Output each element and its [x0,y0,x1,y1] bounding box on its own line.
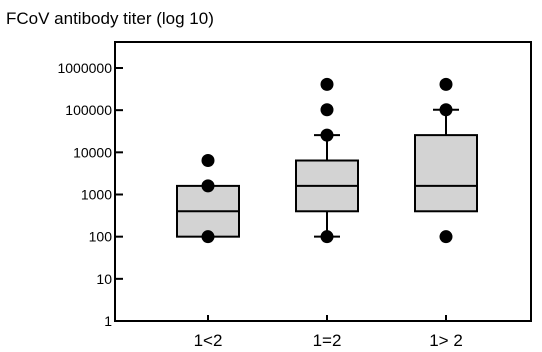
y-tick-label: 100 [89,229,113,245]
x-tick-label: 1=2 [313,331,342,350]
box-group [295,77,359,244]
box-group [414,77,478,244]
outlier-point [320,128,334,142]
y-tick-label: 1 [104,313,112,329]
iqr-box [414,134,478,213]
box-group [176,154,240,244]
y-tick-label: 100000 [65,102,112,118]
outlier-point [439,230,453,244]
y-axis-title: FCoV antibody titer (log 10) [6,9,214,28]
box-series [176,77,478,244]
y-tick-label: 1000 [81,187,112,203]
outlier-point [439,77,453,91]
outlier-point [320,77,334,91]
x-tick-label: 1> 2 [429,331,463,350]
outlier-point [201,179,215,193]
y-axis: 1 10 100 1000 10000 100000 1000000 [57,60,123,329]
plot-frame [114,41,532,322]
y-tick-label: 10000 [73,144,112,160]
y-tick-label: 10 [96,271,112,287]
outlier-point [320,230,334,244]
outlier-point [201,230,215,244]
outlier-point [439,103,453,117]
outlier-point [201,154,215,168]
y-tick-label: 1000000 [57,60,112,76]
outlier-point [320,103,334,117]
x-tick-label: 1<2 [194,331,223,350]
x-axis: 1<2 1=2 1> 2 [194,315,463,350]
